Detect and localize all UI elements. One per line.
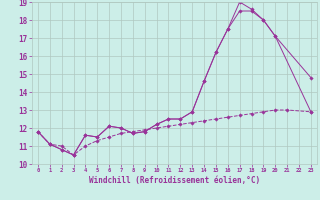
X-axis label: Windchill (Refroidissement éolien,°C): Windchill (Refroidissement éolien,°C) (89, 176, 260, 185)
